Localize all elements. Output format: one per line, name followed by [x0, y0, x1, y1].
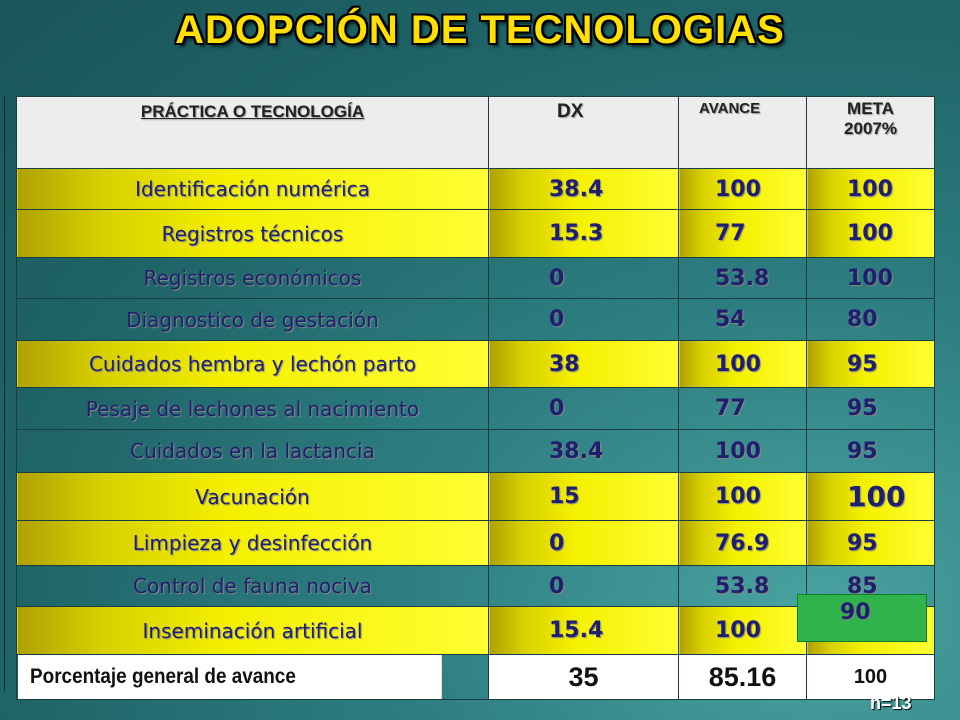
- practice-name: Diagnostico de gestación: [16, 298, 489, 341]
- dx-value: 38.4: [488, 168, 679, 210]
- practice-name: Pesaje de lechones al nacimiento: [16, 387, 489, 430]
- meta-value-highlighted: 90: [840, 600, 871, 625]
- meta-value: 95: [806, 387, 935, 430]
- meta-value: 100: [806, 257, 935, 299]
- summary-row: Porcentaje general de avance 35 85.16 10…: [16, 654, 935, 700]
- avance-value: 53.8: [678, 565, 807, 607]
- summary-meta: 100: [806, 654, 935, 700]
- avance-value: 76.9: [678, 520, 807, 566]
- dx-value: 15.3: [488, 209, 679, 258]
- table-row: Identificación numérica 38.4 100 100: [16, 168, 935, 210]
- meta-value: 95: [806, 429, 935, 473]
- avance-value: 100: [678, 606, 807, 655]
- practice-name: Cuidados hembra y lechón parto: [16, 340, 489, 388]
- header-dx: DX: [488, 96, 679, 169]
- avance-value: 100: [678, 168, 807, 210]
- dx-value: 0: [488, 298, 679, 341]
- avance-value: 100: [678, 340, 807, 388]
- dx-value: 15: [488, 472, 679, 521]
- slide-title: ADOPCIÓN DE TECNOLOGIAS: [175, 8, 785, 52]
- meta-value: 100: [806, 209, 935, 258]
- dx-value: 38.4: [488, 429, 679, 473]
- table-row: Vacunación 15 100 100: [16, 472, 935, 521]
- avance-value: 100: [678, 429, 807, 473]
- header-meta: META 2007%: [806, 96, 935, 169]
- meta-highlight-box: [797, 594, 927, 642]
- avance-value: 77: [678, 209, 807, 258]
- table-row: Pesaje de lechones al nacimiento 0 77 95: [16, 387, 935, 430]
- table-row: Diagnostico de gestación 0 54 80: [16, 298, 935, 341]
- practice-name: Registros económicos: [16, 257, 489, 299]
- practice-name: Identificación numérica: [16, 168, 489, 210]
- header-meta-line2: 2007%: [844, 119, 897, 138]
- practice-name: Vacunación: [16, 472, 489, 521]
- header-avance: AVANCE: [678, 96, 807, 169]
- summary-label: Porcentaje general de avance: [16, 654, 442, 700]
- meta-value: 80: [806, 298, 935, 341]
- sample-size-label: n=13: [870, 693, 912, 713]
- dx-value: 38: [488, 340, 679, 388]
- practice-name: Registros técnicos: [16, 209, 489, 258]
- table-row: Cuidados hembra y lechón parto 38 100 95: [16, 340, 935, 388]
- table-row: Registros económicos 0 53.8 100: [16, 257, 935, 299]
- dx-value: 15.4: [488, 606, 679, 655]
- dx-value: 0: [488, 565, 679, 607]
- avance-value: 100: [678, 472, 807, 521]
- practice-name: Limpieza y desinfección: [16, 520, 489, 566]
- avance-value: 77: [678, 387, 807, 430]
- summary-dx: 35: [488, 654, 679, 700]
- table-row: Limpieza y desinfección 0 76.9 95: [16, 520, 935, 566]
- practice-name: Control de fauna nociva: [16, 565, 489, 607]
- meta-value: 95: [806, 520, 935, 566]
- table-row: Registros técnicos 15.3 77 100: [16, 209, 935, 258]
- meta-value: 95: [806, 340, 935, 388]
- dx-value: 0: [488, 387, 679, 430]
- avance-value: 54: [678, 298, 807, 341]
- header-meta-line1: META: [847, 99, 894, 118]
- meta-value: 100: [806, 472, 935, 521]
- left-border-line: [4, 96, 5, 692]
- dx-value: 0: [488, 520, 679, 566]
- table-row: Control de fauna nociva 0 53.8 85: [16, 565, 935, 607]
- dx-value: 0: [488, 257, 679, 299]
- practice-name: Cuidados en la lactancia: [16, 429, 489, 473]
- table-row: Cuidados en la lactancia 38.4 100 95: [16, 429, 935, 473]
- header-practice: PRÁCTICA O TECNOLOGÍA: [16, 96, 489, 169]
- avance-value: 53.8: [678, 257, 807, 299]
- meta-value: 100: [806, 168, 935, 210]
- table-header-row: PRÁCTICA O TECNOLOGÍA DX AVANCE META 200…: [16, 96, 935, 169]
- summary-avance: 85.16: [678, 654, 807, 700]
- practice-name: Inseminación artificial: [16, 606, 489, 655]
